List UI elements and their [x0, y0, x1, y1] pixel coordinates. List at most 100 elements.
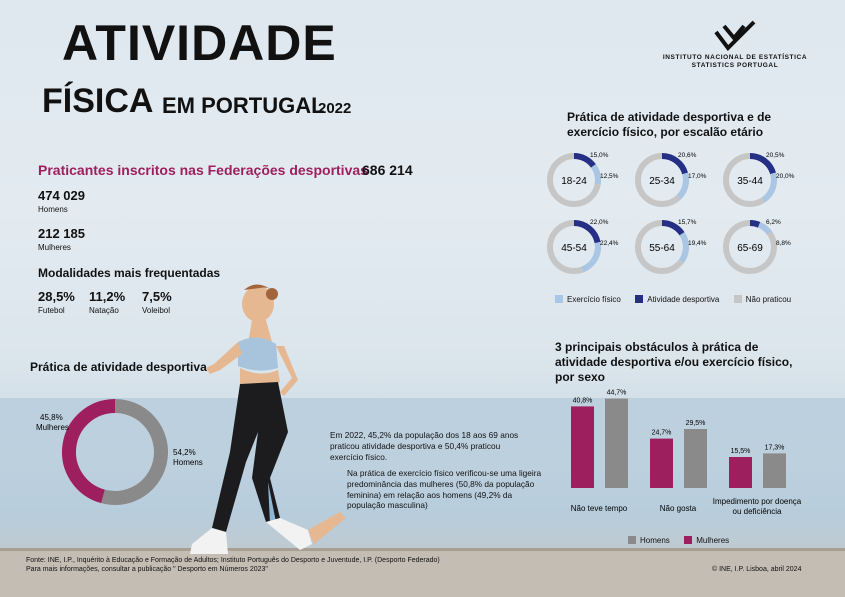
legend-label: Exercício físico: [567, 294, 621, 304]
age-chart-title: Prática de atividade desportiva e de exe…: [567, 110, 772, 139]
desportiva-value-label: 15,7%: [678, 219, 697, 226]
modalities-heading: Modalidades mais frequentadas: [38, 266, 221, 280]
bar-value-label: 40,8%: [573, 397, 593, 404]
legend-label: Mulheres: [696, 535, 730, 545]
donut-category-label: Mulheres: [36, 423, 69, 432]
donut-slice-exercicio-fisico: [678, 232, 689, 264]
donut-slice-atividade-desportiva: [749, 153, 776, 175]
desportiva-value-label: 20,6%: [678, 152, 697, 159]
note-paragraph-2: Na prática de exercício físico verificou…: [347, 468, 542, 511]
bar-value-label: 15,5%: [731, 448, 751, 455]
bar-value-label: 44,7%: [607, 390, 627, 397]
legend-item: Exercício físico: [555, 295, 621, 304]
category-label: Impedimento por doença ou deficiência: [713, 497, 802, 516]
legend-label: Atividade desportiva: [647, 294, 720, 304]
age-group-label: 55-64: [649, 243, 675, 254]
modality-label: Natação: [89, 306, 119, 315]
donut-value-label: 45,8%: [40, 413, 63, 422]
donut-slice-exercicio-fisico: [676, 172, 689, 200]
exercicio-value-label: 12,5%: [600, 173, 619, 180]
age-chart-legend: Exercício físico Atividade desportiva Nã…: [555, 290, 801, 308]
bar-value-label: 17,3%: [765, 444, 785, 451]
title-line1: ATIVIDADE: [62, 15, 337, 71]
bar-value-label: 29,5%: [686, 420, 706, 427]
donut-slice-exercicio-fisico: [761, 172, 777, 203]
title-line2: FÍSICA: [42, 82, 154, 120]
sex-chart-title: Prática de atividade desportiva: [30, 360, 207, 374]
ine-logo-icon: [714, 20, 756, 52]
bar-mulheres: [571, 406, 594, 488]
donut-slice-exercicio-fisico: [590, 164, 601, 185]
desportiva-value-label: 6,2%: [766, 219, 781, 226]
bar-homens: [763, 453, 786, 488]
modality-label: Voleibol: [142, 306, 171, 315]
desportiva-value-label: 15,0%: [590, 152, 609, 159]
women-label: Mulheres: [38, 243, 71, 252]
footer-source: Fonte: INE, I.P., Inquérito à Educação e…: [26, 557, 440, 564]
age-donut-35-44: 35-44 20,5% 20,0%: [723, 152, 795, 207]
age-group-label: 35-44: [737, 176, 763, 187]
donut-slice-atividade-desportiva: [661, 220, 685, 236]
legend-swatch: [733, 295, 742, 303]
age-donuts-chart: 18-24 15,0% 12,5% 25-34 20,6% 17,0% 35-44 20,5%…: [547, 152, 795, 274]
exercicio-value-label: 17,0%: [688, 173, 707, 180]
logo-org-name-en: Statistics Portugal: [691, 62, 779, 69]
federations-total: 686 214: [362, 162, 413, 178]
legend-label: Homens: [640, 535, 670, 545]
age-donut-25-34: 25-34 20,6% 17,0%: [635, 152, 707, 207]
donut-slice-atividade-desportiva: [661, 153, 688, 175]
bar-homens: [605, 398, 628, 488]
modality-value: 7,5%: [142, 289, 172, 304]
sex-donut-chart: 54,2%Homens 45,8%Mulheres: [36, 399, 203, 505]
desportiva-value-label: 22,0%: [590, 219, 609, 226]
donut-slice-exercicio-fisico: [581, 241, 601, 273]
logo-org-name: Instituto Nacional de Estatística: [662, 54, 808, 61]
runner-illustration: [190, 284, 346, 554]
legend-label: Não praticou: [745, 294, 792, 304]
legend-swatch: [635, 295, 644, 303]
bar-value-label: 24,7%: [652, 430, 672, 437]
legend-swatch: [628, 536, 636, 544]
legend-swatch: [684, 536, 693, 544]
donut-slice-homens: [101, 399, 168, 505]
donut-slice-atividade-desportiva: [749, 220, 761, 228]
age-donut-55-64: 55-64 15,7% 19,4%: [635, 219, 707, 274]
age-donut-45-54: 45-54 22,0% 22,4%: [547, 219, 619, 274]
note-paragraph-1: Em 2022, 45,2% da população dos 18 aos 6…: [330, 430, 519, 462]
age-donut-65-69: 65-69 6,2% 8,8%: [723, 219, 791, 274]
age-group-label: 65-69: [737, 243, 763, 254]
donut-value-label: 54,2%: [173, 448, 196, 457]
promenade-edge: [0, 548, 845, 551]
modality-value: 11,2%: [89, 289, 126, 304]
title-line3: EM PORTUGAL: [162, 93, 325, 118]
age-donut-18-24: 18-24 15,0% 12,5%: [547, 152, 619, 207]
desportiva-value-label: 20,5%: [766, 152, 785, 159]
exercicio-value-label: 19,4%: [688, 240, 707, 247]
donut-slice-atividade-desportiva: [573, 153, 596, 168]
legend-item: Mulheres: [684, 536, 729, 545]
modality-label: Futebol: [38, 306, 65, 315]
obstacles-chart-title: 3 principais obstáculos à prática de ati…: [555, 340, 793, 384]
bar-mulheres: [650, 438, 673, 488]
age-group-label: 18-24: [561, 176, 587, 187]
bar-homens: [684, 429, 707, 488]
modality-value: 28,5%: [38, 289, 75, 304]
age-group-label: 25-34: [649, 176, 675, 187]
bar-mulheres: [729, 457, 752, 488]
title-year: 2022: [318, 100, 352, 117]
bar-chart-legend: Homens Mulheres: [628, 531, 739, 549]
donut-slice-exercicio-fisico: [757, 222, 772, 235]
legend-item: Atividade desportiva: [635, 295, 719, 304]
category-label: Não gosta: [660, 504, 697, 513]
exercicio-value-label: 22,4%: [600, 240, 619, 247]
legend-item: Homens: [628, 536, 670, 545]
donut-category-label: Homens: [173, 458, 203, 467]
obstacles-bar-chart: 40,8% 44,7% 24,7% 29,5% 15,5% 17,3% Não teve t…: [571, 390, 802, 516]
men-value: 474 029: [38, 188, 85, 203]
promenade: [0, 548, 845, 597]
category-label: Não teve tempo: [571, 504, 628, 513]
legend-swatch: [555, 295, 563, 303]
footer-copyright: © INE, I.P. Lisboa, abril 2024: [712, 566, 802, 573]
footer-more-info: Para mais informações, consultar a publi…: [26, 566, 268, 573]
